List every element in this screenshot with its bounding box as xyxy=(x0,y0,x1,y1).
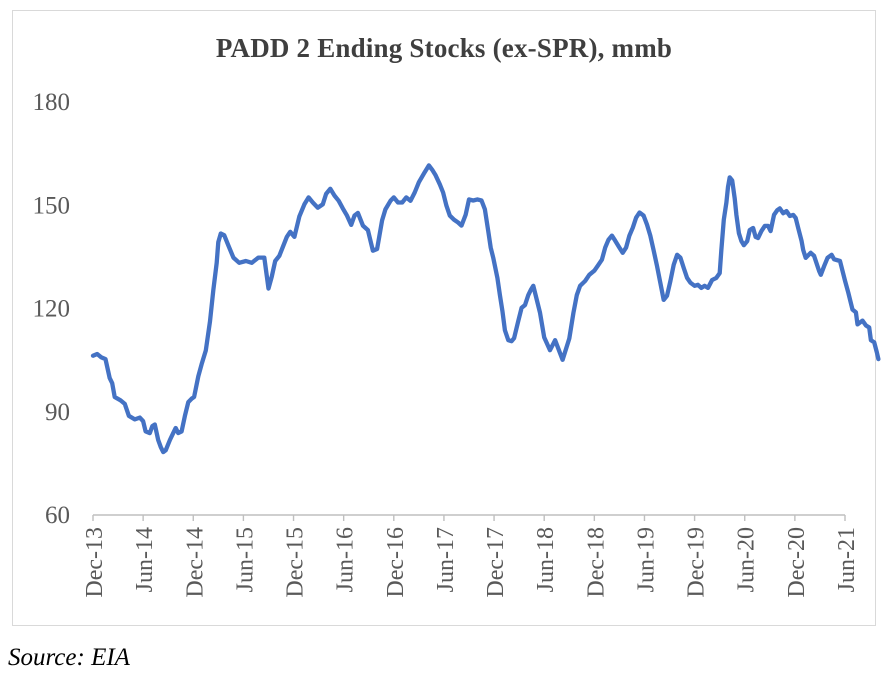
x-axis-label: Jun-18 xyxy=(533,527,559,592)
y-axis-label: 90 xyxy=(45,399,70,426)
x-axis-label: Dec-16 xyxy=(383,527,409,598)
y-axis-label: 120 xyxy=(33,296,71,323)
x-axis-label: Jun-15 xyxy=(232,527,258,592)
y-axis-label: 60 xyxy=(45,502,70,529)
x-axis-label: Jun-17 xyxy=(433,527,459,592)
x-axis-label: Jun-16 xyxy=(333,527,359,592)
x-axis-label: Dec-20 xyxy=(784,527,810,598)
x-axis-label: Jun-14 xyxy=(132,527,158,592)
y-axis-label: 180 xyxy=(33,89,71,116)
x-axis-label: Jun-20 xyxy=(734,527,760,592)
x-axis-label: Dec-19 xyxy=(684,527,710,598)
x-axis-label: Dec-18 xyxy=(583,527,609,598)
stocks-line-series xyxy=(90,163,881,455)
x-axis-label: Dec-13 xyxy=(82,527,108,598)
x-axis-label: Dec-14 xyxy=(182,527,208,598)
source-note: Source: EIA xyxy=(8,644,130,671)
x-axis-label: Dec-15 xyxy=(283,527,309,598)
x-axis-label: Jun-19 xyxy=(633,527,659,592)
y-axis-label: 150 xyxy=(33,192,71,219)
chart-frame: PADD 2 Ending Stocks (ex-SPR), mmb xyxy=(12,10,876,626)
x-axis-label: Dec-17 xyxy=(483,527,509,598)
x-axis-label: Jun-21 xyxy=(834,527,860,592)
chart-title: PADD 2 Ending Stocks (ex-SPR), mmb xyxy=(215,33,673,63)
